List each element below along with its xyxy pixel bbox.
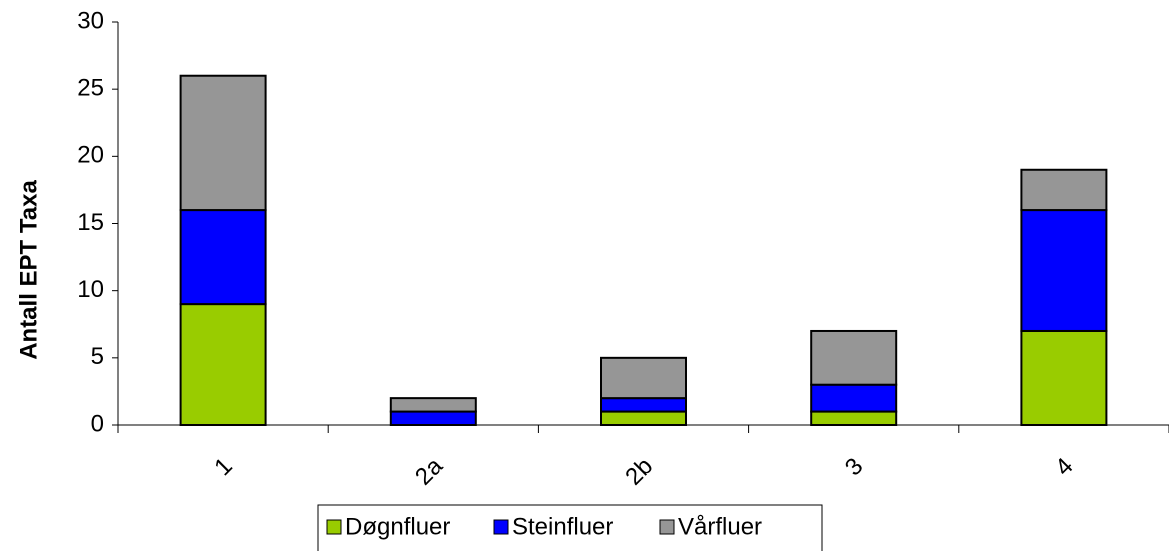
x-tick-label: 1: [209, 453, 238, 482]
bar-segment: [179, 209, 267, 306]
legend-swatch: [493, 519, 509, 535]
bar-segment: [810, 410, 898, 427]
legend-label: Døgnfluer: [345, 513, 450, 540]
bar-segment: [600, 356, 687, 400]
y-axis-label: Antall EPT Taxa: [15, 180, 42, 360]
bar-segment: [179, 74, 267, 212]
x-tick-label: 3: [840, 453, 869, 482]
x-tick-label: 2a: [410, 452, 448, 490]
bar-segment: [1020, 168, 1108, 212]
bar-segment: [179, 303, 267, 427]
legend-swatch: [326, 519, 342, 535]
bar-segment: [600, 397, 687, 413]
legend-swatch: [659, 519, 675, 535]
bar-segment: [389, 397, 477, 413]
legend-label: Vårfluer: [678, 513, 762, 540]
bar-segment: [389, 410, 477, 427]
legend-box: [317, 504, 823, 551]
y-tick-label: 30: [77, 7, 104, 34]
legend-label: Steinfluer: [512, 513, 613, 540]
bar-segment: [1020, 329, 1108, 427]
y-tick-label: 15: [77, 209, 104, 236]
bar-segment: [600, 410, 687, 427]
x-tick-label: 2b: [620, 453, 658, 491]
y-tick-label: 5: [91, 343, 104, 370]
x-tick-label: 4: [1050, 453, 1079, 482]
bar-segment: [810, 383, 898, 413]
bar-segment: [810, 329, 898, 386]
y-tick-label: 20: [77, 142, 104, 169]
y-tick-label: 0: [91, 410, 104, 437]
y-tick-label: 25: [77, 75, 104, 102]
bar-segment: [1020, 209, 1108, 332]
y-tick-label: 10: [77, 276, 104, 303]
